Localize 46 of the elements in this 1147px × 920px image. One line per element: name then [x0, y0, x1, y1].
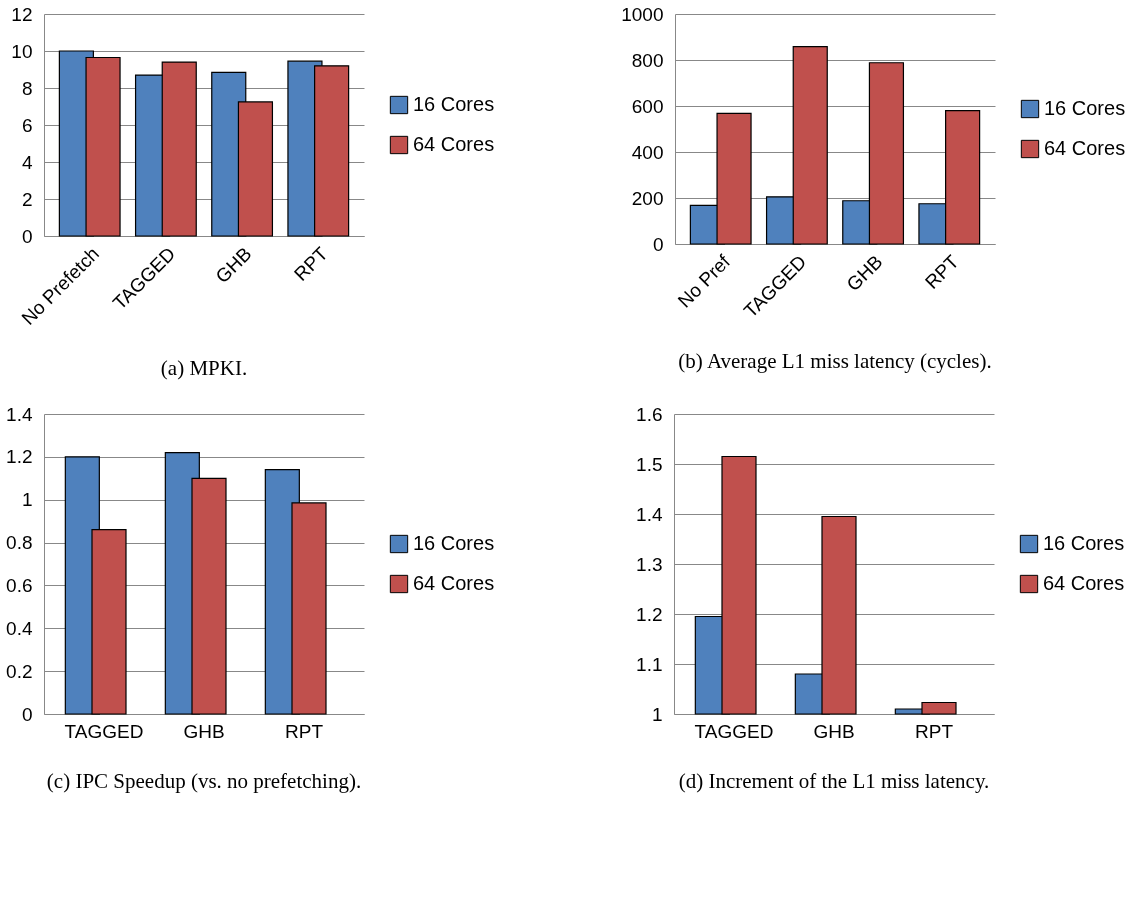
text: (d) Increment of the L1 miss latency.	[678, 769, 990, 793]
y-tick-label: 0.8	[6, 532, 33, 554]
y-tick-label: 8	[21, 77, 33, 99]
y-tick-label: 1.4	[6, 403, 33, 425]
y-tick-label: 1.3	[636, 553, 663, 575]
y-tick-label: 0.6	[6, 574, 33, 596]
y-tick-label: 1.4	[636, 503, 663, 525]
y-tick-label: 4	[21, 151, 33, 173]
text: (a) MPKI.	[160, 356, 248, 381]
x-tick-label: TAGGED	[64, 720, 144, 742]
y-tick-label: 6	[21, 114, 33, 136]
y-tick-label: 0.2	[6, 660, 33, 682]
y-tick-label: 1.5	[636, 453, 663, 475]
legend-label: 64 Cores	[1044, 137, 1126, 159]
y-tick-label: 1.2	[6, 446, 33, 468]
y-tick-label: 1.6	[636, 403, 663, 425]
y-tick-label: 1.2	[636, 603, 663, 625]
legend-label: 64 Cores	[413, 133, 495, 155]
y-tick-label: 800	[631, 49, 664, 71]
legend-label: 16 Cores	[413, 93, 495, 115]
y-tick-label: 0	[21, 703, 33, 725]
y-tick-label: 0	[652, 233, 664, 255]
x-tick-label: GHB	[813, 720, 855, 742]
y-tick-label: 400	[631, 141, 664, 163]
x-tick-label: RPT	[285, 720, 324, 742]
legend-label: 16 Cores	[1043, 532, 1125, 554]
y-tick-label: 200	[631, 187, 664, 209]
y-tick-label: 0.4	[6, 617, 33, 639]
legend-label: 64 Cores	[1043, 572, 1125, 594]
text: (b) Average L1 miss latency (cycles).	[678, 349, 992, 374]
y-tick-label: 10	[11, 40, 33, 62]
y-tick-label: 1	[21, 489, 33, 511]
y-tick-label: 12	[11, 3, 33, 25]
y-tick-label: 0	[21, 225, 33, 247]
y-tick-label: 2	[21, 188, 33, 210]
legend-label: 16 Cores	[1044, 97, 1126, 119]
x-tick-label: RPT	[915, 720, 954, 742]
text: (c) IPC Speedup (vs. no prefetching).	[46, 769, 362, 793]
y-tick-label: 1000	[621, 3, 664, 25]
x-tick-label: TAGGED	[694, 720, 774, 742]
x-tick-label: GHB	[183, 720, 225, 742]
legend-label: 16 Cores	[413, 532, 495, 554]
legend-label: 64 Cores	[413, 572, 495, 594]
y-tick-label: 1	[651, 703, 663, 725]
y-tick-label: 600	[631, 95, 664, 117]
y-tick-label: 1.1	[636, 653, 663, 675]
